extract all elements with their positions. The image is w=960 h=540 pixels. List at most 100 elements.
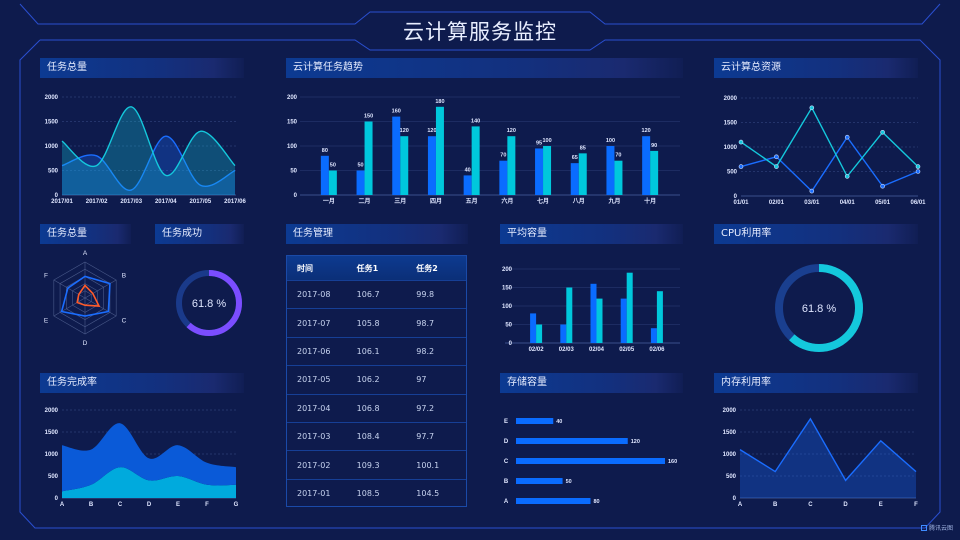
bar bbox=[499, 160, 508, 195]
page-title: 云计算服务监控 bbox=[403, 20, 557, 44]
x-tick-label: C bbox=[808, 502, 813, 508]
series-line bbox=[740, 106, 919, 178]
bar bbox=[570, 163, 579, 195]
bar-value-label: 50 bbox=[566, 479, 572, 485]
bar-value-label: 150 bbox=[364, 114, 373, 120]
cell-task1: 108.5 bbox=[356, 489, 380, 499]
y-tick-label: 2000 bbox=[724, 96, 738, 102]
bar-value-label: 40 bbox=[556, 419, 562, 425]
bar-value-label: 120 bbox=[642, 128, 651, 134]
series-area bbox=[62, 423, 236, 492]
bar-value-label: 40 bbox=[465, 167, 471, 173]
frame-outer-border bbox=[19, 39, 941, 529]
frame-top-line bbox=[19, 3, 941, 25]
y-tick-label: 1500 bbox=[723, 430, 737, 436]
x-tick-label: F bbox=[914, 502, 918, 508]
y-category-label: E bbox=[504, 419, 508, 425]
bar bbox=[656, 291, 663, 343]
x-tick-label: 05/01 bbox=[875, 200, 891, 206]
bar-value-label: 70 bbox=[615, 153, 621, 159]
x-tick-label: 01/01 bbox=[733, 200, 749, 206]
bar bbox=[530, 313, 537, 343]
y-tick-label: 50 bbox=[290, 169, 297, 175]
y-tick-label: 0 bbox=[733, 496, 737, 502]
data-point bbox=[774, 154, 779, 160]
bar-value-label: 95 bbox=[536, 140, 542, 146]
y-tick-label: 0 bbox=[294, 193, 298, 199]
y-tick-label: 2000 bbox=[45, 408, 59, 414]
bar bbox=[400, 136, 409, 195]
bar-value-label: 90 bbox=[651, 143, 657, 149]
y-tick-label: 1000 bbox=[45, 452, 59, 458]
panel-header-total-resources: 云计算总资源 bbox=[714, 58, 918, 78]
logo-icon bbox=[921, 524, 927, 531]
radar-axis bbox=[84, 279, 117, 299]
y-tick-label: 0 bbox=[509, 341, 513, 347]
x-tick-label: G bbox=[234, 502, 239, 508]
bar bbox=[578, 153, 587, 195]
bar-value-label: 120 bbox=[507, 128, 516, 134]
ring-value-label: 61.8 % bbox=[192, 298, 226, 310]
cell-task1: 106.1 bbox=[356, 346, 380, 356]
cell-task1: 106.8 bbox=[356, 403, 380, 413]
bar bbox=[535, 148, 544, 195]
radar-indicator-label: A bbox=[83, 250, 88, 257]
series-line bbox=[61, 135, 236, 191]
radar-indicator-label: E bbox=[44, 318, 49, 325]
bar bbox=[642, 136, 651, 195]
y-tick-label: 100 bbox=[502, 304, 513, 310]
y-tick-label: 2000 bbox=[723, 408, 737, 414]
data-point bbox=[880, 130, 885, 135]
bar bbox=[516, 438, 628, 444]
x-tick-label: 02/05 bbox=[619, 347, 635, 353]
y-tick-label: 0 bbox=[55, 496, 59, 502]
ring-progress bbox=[176, 270, 242, 336]
bar-value-label: 140 bbox=[471, 118, 480, 124]
table-row: 2017-05 106.2 97 bbox=[287, 366, 466, 395]
table-header-row: 时间 任务1 任务2 bbox=[287, 256, 466, 281]
x-tick-label: 02/04 bbox=[589, 347, 605, 353]
cell-task2: 97.2 bbox=[416, 403, 435, 413]
cell-time: 2017-01 bbox=[297, 489, 331, 499]
bar bbox=[427, 136, 436, 195]
cell-time: 2017-08 bbox=[297, 290, 331, 300]
panel-header-task-radar: 任务总量 bbox=[40, 224, 131, 244]
cell-task1: 108.4 bbox=[356, 432, 380, 442]
bar bbox=[614, 160, 623, 195]
x-tick-label: 四月 bbox=[430, 197, 442, 205]
task-table: 时间 任务1 任务2 2017-08 106.7 99.8 2017-07 105.8 9… bbox=[286, 255, 467, 507]
x-tick-label: 十月 bbox=[644, 197, 656, 205]
series-area bbox=[62, 136, 235, 195]
panel-header-completion-rate: 任务完成率 bbox=[40, 373, 244, 393]
bar-value-label: 120 bbox=[400, 128, 409, 134]
data-point bbox=[738, 139, 744, 145]
x-tick-label: 2017/06 bbox=[224, 199, 246, 205]
x-tick-label: 二月 bbox=[359, 197, 371, 205]
cell-time: 2017-05 bbox=[297, 375, 331, 385]
x-tick-label: 02/03 bbox=[559, 347, 575, 353]
series-area bbox=[62, 467, 236, 498]
cell-task1: 105.8 bbox=[356, 318, 380, 328]
panel-header-task-trend: 云计算任务趋势 bbox=[286, 58, 683, 78]
x-tick-label: 2017/02 bbox=[86, 199, 108, 205]
radar-indicator-label: B bbox=[122, 273, 126, 280]
cell-time: 2017-04 bbox=[297, 403, 331, 413]
table-row: 2017-04 106.8 97.2 bbox=[287, 395, 466, 423]
bar-value-label: 80 bbox=[322, 148, 328, 154]
cell-task2: 104.5 bbox=[416, 489, 440, 499]
panel-header-task-total: 任务总量 bbox=[40, 58, 244, 78]
bar bbox=[620, 298, 627, 343]
cell-task1: 106.2 bbox=[356, 375, 380, 385]
radar-indicator-label: C bbox=[122, 318, 127, 325]
x-tick-label: 九月 bbox=[607, 197, 620, 205]
bar bbox=[463, 175, 472, 195]
x-tick-label: B bbox=[773, 502, 778, 508]
x-tick-label: 02/02 bbox=[529, 347, 545, 353]
x-tick-label: 三月 bbox=[394, 197, 406, 205]
watermark-logo: 腾讯云图 bbox=[921, 523, 953, 532]
bar-value-label: 120 bbox=[427, 128, 436, 134]
bar bbox=[650, 150, 659, 195]
x-tick-label: 02/01 bbox=[769, 200, 785, 206]
panel-header-task-management: 任务管理 bbox=[286, 224, 468, 244]
